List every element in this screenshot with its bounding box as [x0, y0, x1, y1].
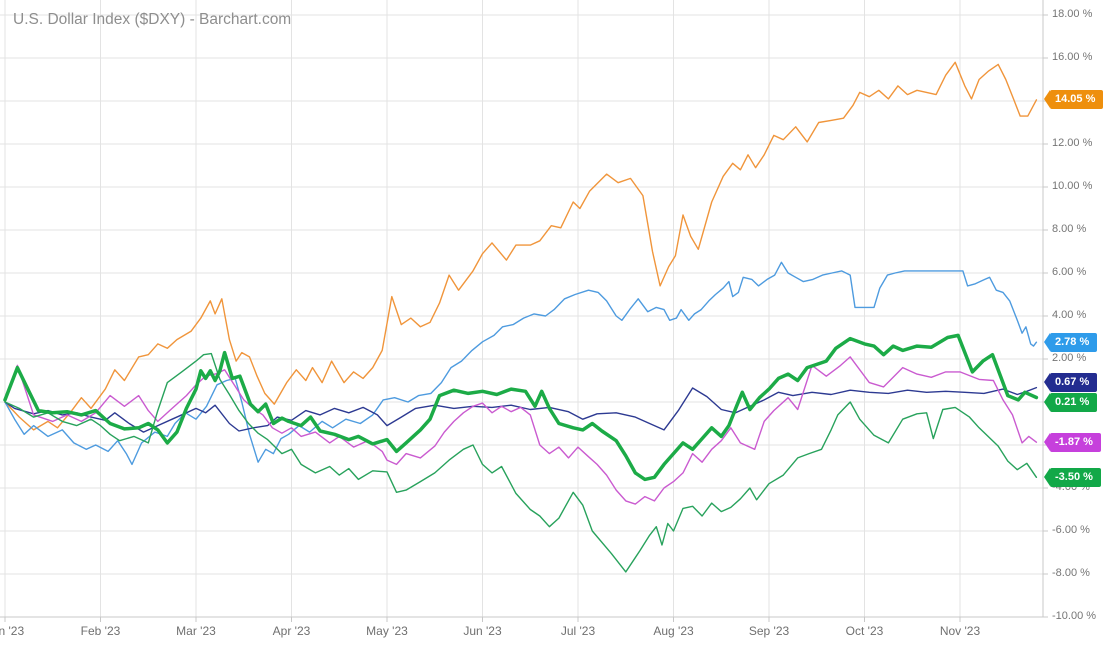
y-axis-label: 8.00 %: [1052, 223, 1087, 235]
badge-arrow-icon: [1044, 467, 1050, 486]
badge-value-text: -1.87 %: [1055, 435, 1093, 448]
x-axis-label: Nov '23: [939, 624, 981, 638]
value-badge-orange: 14.05 %: [1044, 90, 1104, 110]
value-badge-bold-green: 0.21 %: [1044, 392, 1098, 412]
x-axis-label: Jul '23: [560, 624, 596, 638]
y-axis-label: 4.00 %: [1052, 309, 1087, 321]
y-axis-label: -8.00 %: [1052, 567, 1090, 579]
series-line-light-blue: [4, 261, 1038, 466]
badge-arrow-icon: [1044, 373, 1050, 392]
x-axis-label: Oct '23: [845, 624, 884, 638]
x-axis-label: Jun '23: [463, 624, 502, 638]
badge-value-text: 0.21 %: [1055, 395, 1090, 408]
y-axis-label: 2.00 %: [1052, 352, 1087, 364]
series-line-orange: [4, 61, 1038, 431]
value-badge-thin-green: -3.50 %: [1044, 467, 1101, 487]
badge-value-text: 14.05 %: [1055, 93, 1096, 106]
x-axis-label: Mar '23: [176, 624, 216, 638]
badge-arrow-icon: [1044, 432, 1050, 451]
y-axis-label: -6.00 %: [1052, 524, 1090, 536]
series-line-bold-green: [3, 333, 1039, 482]
badge-value-text: -3.50 %: [1055, 470, 1093, 483]
value-badge-light-blue: 2.78 %: [1044, 332, 1098, 352]
y-axis-label: -10.00 %: [1052, 610, 1097, 622]
badge-value-text: 2.78 %: [1055, 335, 1090, 348]
badge-arrow-icon: [1044, 90, 1050, 109]
x-axis-label: Jan '23: [0, 624, 25, 638]
value-badge-magenta: -1.87 %: [1044, 432, 1101, 452]
y-axis-label: 18.00 %: [1052, 8, 1093, 20]
badge-value-text: 0.67 %: [1055, 376, 1090, 389]
y-axis-label: 12.00 %: [1052, 137, 1093, 149]
series-line-thin-green: [4, 352, 1038, 573]
badge-arrow-icon: [1044, 332, 1050, 351]
x-axis-label: Apr '23: [272, 624, 311, 638]
x-axis-label: Sep '23: [748, 624, 790, 638]
badge-arrow-icon: [1044, 392, 1050, 411]
value-badge-navy: 0.67 %: [1044, 373, 1098, 393]
y-axis-label: 10.00 %: [1052, 180, 1093, 192]
x-axis-label: Aug '23: [653, 624, 694, 638]
x-axis-label: Feb '23: [80, 624, 121, 638]
x-axis-label: May '23: [366, 624, 408, 638]
series-line-navy: [4, 386, 1038, 433]
y-axis-label: 16.00 %: [1052, 51, 1093, 63]
chart-title: U.S. Dollar Index ($DXY) - Barchart.com: [13, 11, 292, 28]
y-axis-label: 6.00 %: [1052, 266, 1087, 278]
